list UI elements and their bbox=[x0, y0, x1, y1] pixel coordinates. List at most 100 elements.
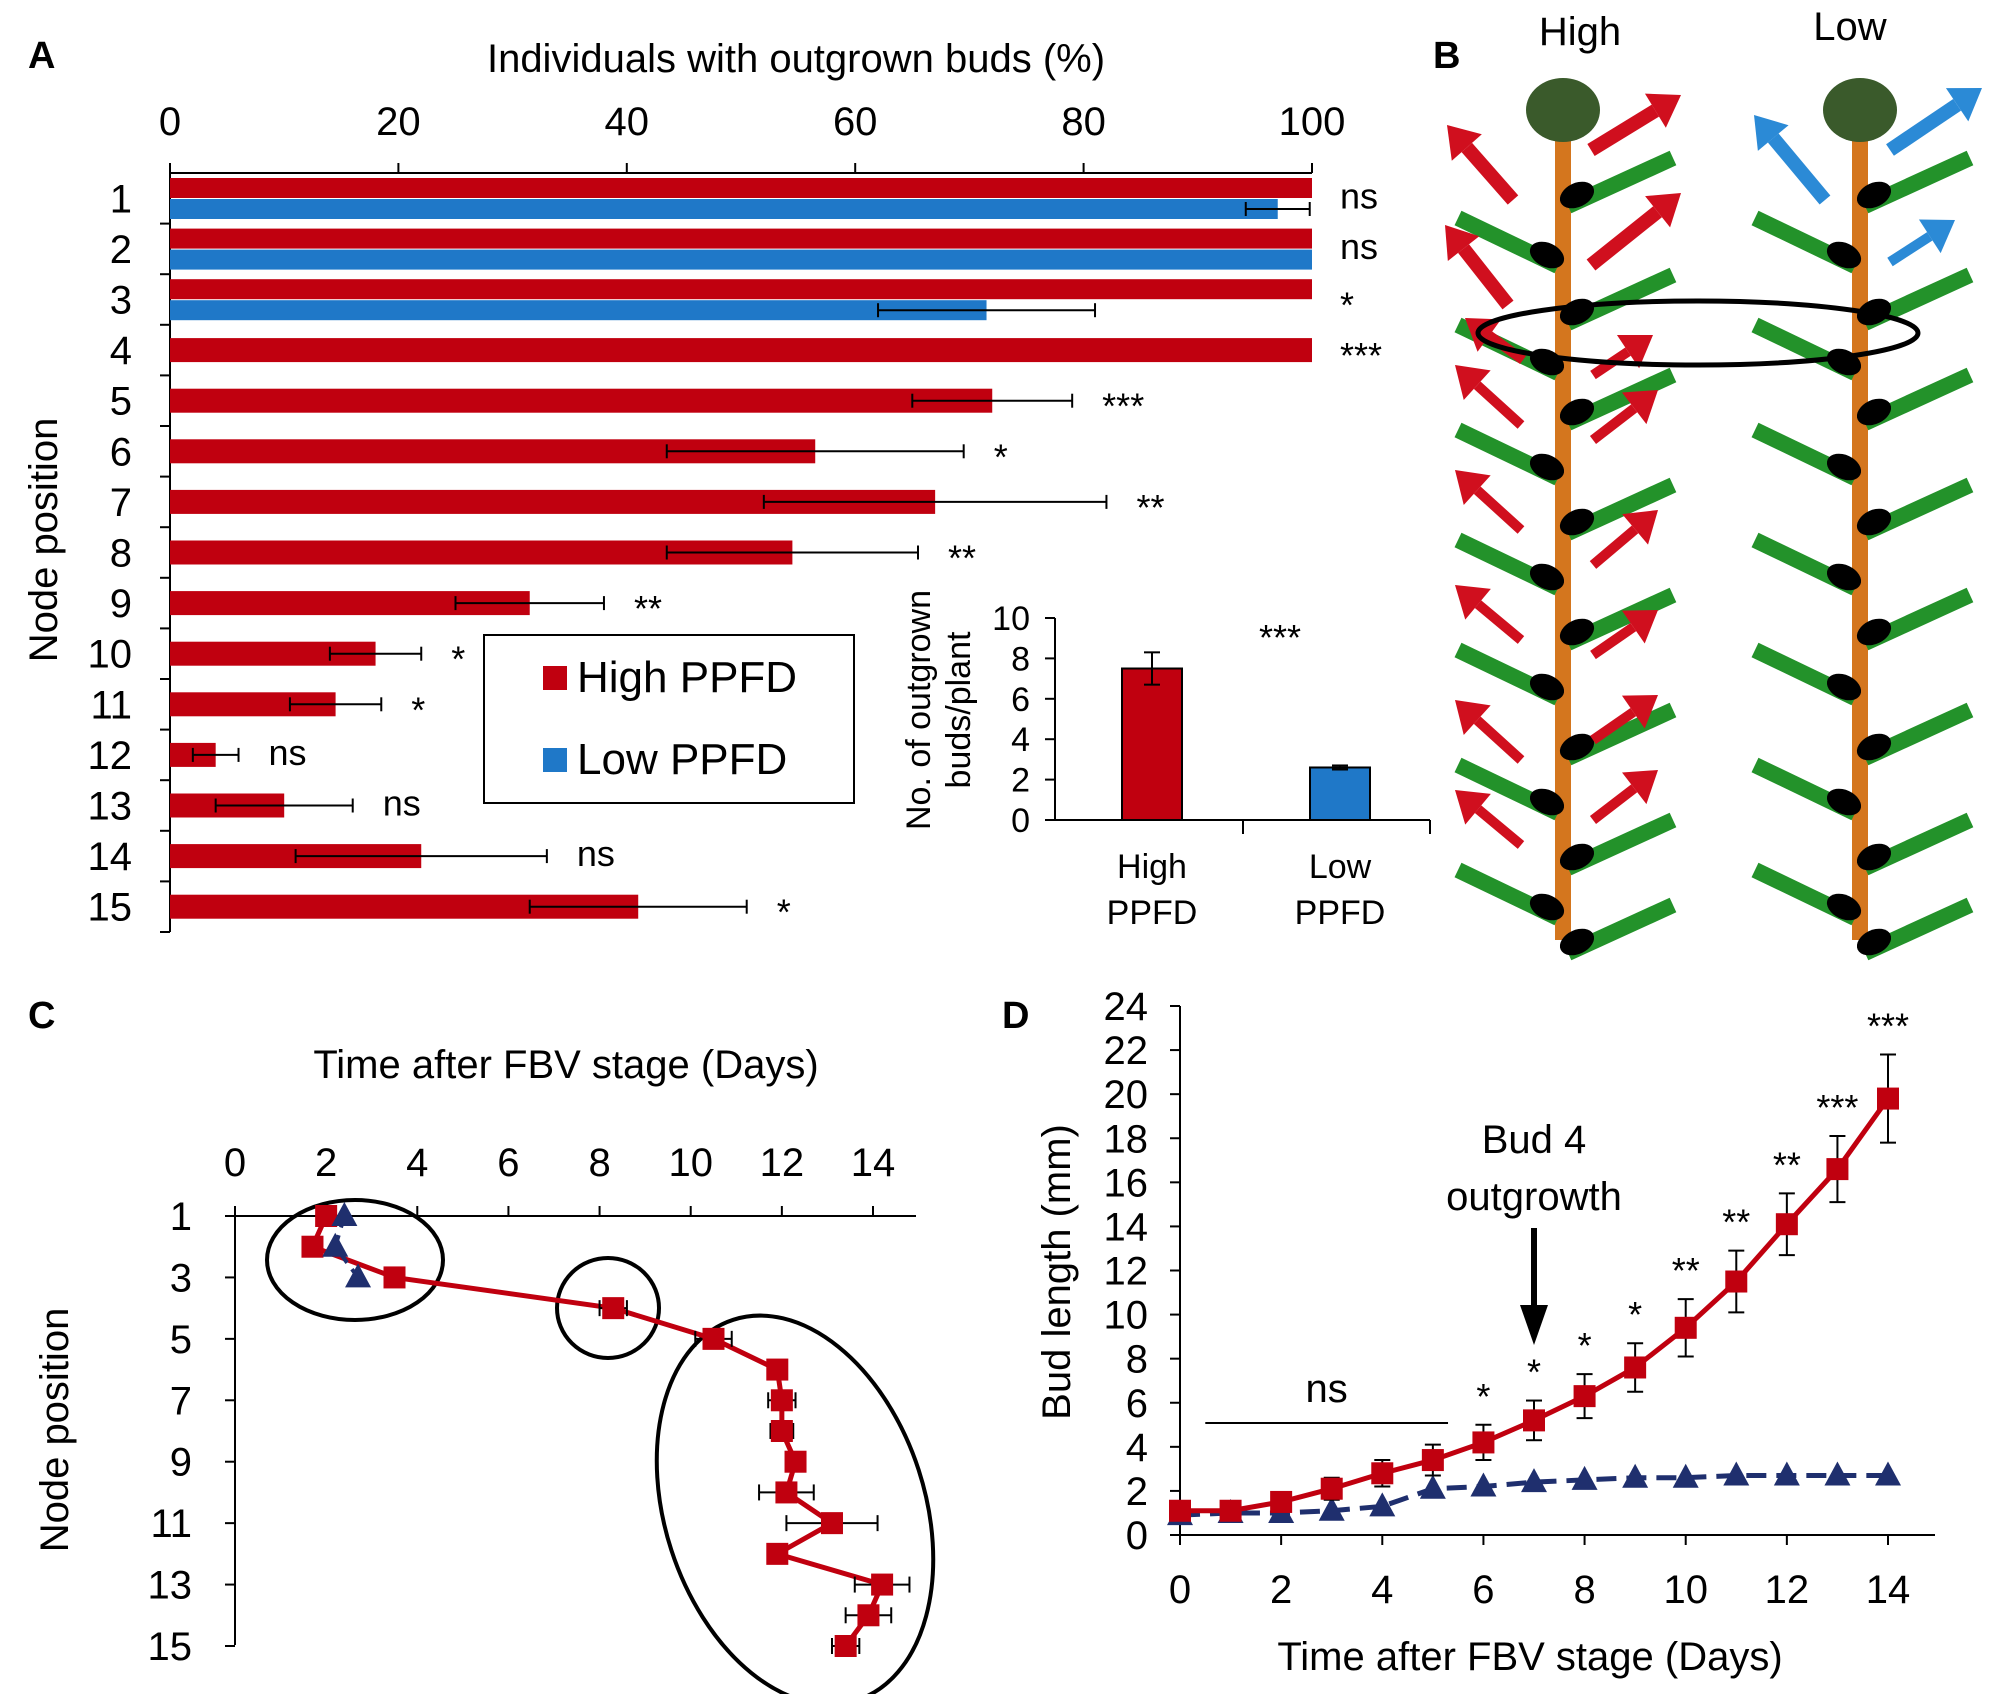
significance-node-6: * bbox=[994, 436, 1008, 477]
line-low-ppfd bbox=[333, 1215, 360, 1279]
significance-node-15: * bbox=[777, 892, 791, 933]
significance-day-14: *** bbox=[1867, 1005, 1909, 1046]
inset-y-title-line1: No. of outgrown bbox=[900, 590, 938, 830]
bud-outgrowth-arrow-1-shaft bbox=[1886, 98, 1962, 156]
axillary-bud bbox=[1856, 733, 1892, 761]
significance-day-9: * bbox=[1628, 1294, 1642, 1335]
axillary-bud bbox=[1559, 843, 1595, 871]
plant-high-label: High bbox=[1539, 10, 1621, 54]
marker-low-day-8 bbox=[1571, 1465, 1598, 1490]
x-tick-label: 40 bbox=[605, 100, 650, 144]
marker-high-node-4 bbox=[602, 1297, 625, 1320]
axillary-bud bbox=[1529, 788, 1565, 816]
annotation-line2: outgrowth bbox=[1446, 1175, 1622, 1219]
axillary-bud bbox=[1826, 241, 1862, 269]
y-tick-label: 14 bbox=[88, 835, 133, 879]
inset-y-tick-label: 6 bbox=[1011, 681, 1030, 719]
significance-day-11: ** bbox=[1722, 1202, 1750, 1243]
significance-day-13: *** bbox=[1816, 1087, 1858, 1128]
bud-outgrowth-arrow-0-shaft bbox=[1461, 142, 1519, 205]
x-tick-label: 14 bbox=[851, 1141, 896, 1185]
y-tick-label: 9 bbox=[110, 582, 132, 626]
axillary-bud bbox=[1559, 508, 1595, 536]
y-tick-label: 10 bbox=[1104, 1294, 1149, 1338]
marker-high-day-4 bbox=[1371, 1462, 1394, 1485]
marker-high-day-12 bbox=[1775, 1213, 1798, 1236]
axillary-bud bbox=[1856, 508, 1892, 536]
marker-high-day-11 bbox=[1725, 1270, 1748, 1293]
bar-low-node-2 bbox=[170, 249, 1312, 270]
marker-high-node-7 bbox=[770, 1389, 793, 1412]
axillary-bud bbox=[1529, 453, 1565, 481]
marker-high-node-11 bbox=[820, 1512, 843, 1535]
significance-day-10: ** bbox=[1672, 1250, 1700, 1291]
axillary-bud bbox=[1826, 893, 1862, 921]
y-tick-label: 5 bbox=[110, 380, 132, 424]
marker-low-day-3 bbox=[1318, 1496, 1345, 1521]
marker-low-day-12 bbox=[1773, 1461, 1800, 1486]
x-tick-label: 4 bbox=[1371, 1568, 1393, 1612]
x-tick-label: 4 bbox=[406, 1141, 428, 1185]
panel-c-label: C bbox=[28, 995, 55, 1037]
bar-high-node-1 bbox=[170, 178, 1312, 198]
y-tick-label: 13 bbox=[88, 785, 133, 829]
panel-b: B High Low bbox=[1433, 5, 1982, 961]
bud-outgrowth-arrow-12-shaft bbox=[1473, 716, 1525, 764]
x-tick-label: 0 bbox=[224, 1141, 246, 1185]
marker-low-day-9 bbox=[1622, 1463, 1649, 1488]
bud-outgrowth-arrow-11-shaft bbox=[1590, 622, 1637, 660]
significance-day-6: * bbox=[1476, 1376, 1490, 1417]
legend-swatch-low bbox=[543, 748, 567, 772]
marker-low-day-6 bbox=[1470, 1472, 1497, 1497]
marker-high-day-9 bbox=[1624, 1356, 1647, 1379]
marker-low-node-1 bbox=[331, 1202, 358, 1226]
legend-box bbox=[483, 634, 855, 804]
node-4-highlight-ellipse bbox=[1475, 298, 1921, 368]
y-tick-label: 18 bbox=[1104, 1117, 1149, 1161]
y-tick-label: 10 bbox=[88, 633, 133, 677]
panel-d: D Time after FBV stage (Days) Bud length… bbox=[1002, 985, 1935, 1679]
marker-high-node-3 bbox=[383, 1266, 406, 1289]
marker-high-node-2 bbox=[301, 1235, 324, 1258]
inset-y-tick-label: 0 bbox=[1011, 802, 1030, 840]
x-tick-label: 80 bbox=[1061, 100, 1106, 144]
marker-high-node-5 bbox=[702, 1327, 725, 1350]
panel-c-cluster-ellipses bbox=[265, 1198, 936, 1694]
y-tick-label: 12 bbox=[1104, 1250, 1149, 1294]
axillary-bud bbox=[1856, 928, 1892, 956]
bud-outgrowth-arrow-1-head bbox=[1644, 93, 1681, 128]
cluster-ellipse-early bbox=[265, 1198, 445, 1322]
marker-high-day-1 bbox=[1219, 1499, 1242, 1522]
bud-outgrowth-arrow-3-head bbox=[1645, 193, 1681, 228]
marker-low-day-4 bbox=[1369, 1492, 1396, 1517]
bud-outgrowth-arrow-13-head bbox=[1621, 695, 1658, 729]
bud-outgrowth-arrow-2-shaft bbox=[1458, 244, 1514, 310]
x-tick-label: 6 bbox=[497, 1141, 519, 1185]
significance-node-14: ns bbox=[577, 833, 615, 874]
panel-d-plot bbox=[1167, 1053, 1901, 1526]
marker-low-day-7 bbox=[1521, 1468, 1547, 1493]
bud-outgrowth-arrow-1-head bbox=[1945, 88, 1982, 122]
axillary-bud bbox=[1856, 843, 1892, 871]
axillary-bud bbox=[1826, 788, 1862, 816]
marker-low-day-5 bbox=[1419, 1474, 1446, 1499]
x-tick-label: 14 bbox=[1866, 1568, 1911, 1612]
bar-low-node-3 bbox=[170, 300, 987, 321]
axillary-bud bbox=[1856, 618, 1892, 646]
x-tick-label: 6 bbox=[1472, 1568, 1494, 1612]
y-tick-label: 14 bbox=[1104, 1205, 1149, 1249]
axillary-bud bbox=[1529, 241, 1565, 269]
panel-b-label: B bbox=[1433, 35, 1460, 77]
inset-y-title-line2: buds/plant bbox=[940, 631, 978, 788]
significance-node-1: ns bbox=[1340, 175, 1378, 216]
bud-outgrowth-arrow-13-shaft bbox=[1590, 707, 1637, 745]
marker-low-day-10 bbox=[1672, 1463, 1699, 1488]
inset-y-tick-label: 10 bbox=[992, 600, 1030, 638]
x-tick-label: 12 bbox=[1765, 1568, 1810, 1612]
y-tick-label: 8 bbox=[110, 532, 132, 576]
x-tick-label: 0 bbox=[1169, 1568, 1191, 1612]
bud-outgrowth-arrow-14-shaft bbox=[1474, 805, 1525, 849]
bud-outgrowth-arrow-10-head bbox=[1455, 585, 1491, 620]
marker-low-node-3 bbox=[345, 1263, 372, 1288]
